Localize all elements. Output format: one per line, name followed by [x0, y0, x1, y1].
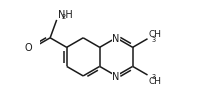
Text: 2: 2	[62, 14, 66, 20]
Text: CH: CH	[148, 30, 161, 39]
Text: 3: 3	[152, 36, 156, 42]
Text: 3: 3	[152, 73, 156, 79]
Text: O: O	[24, 43, 32, 53]
Text: N: N	[112, 72, 120, 81]
Text: CH: CH	[148, 76, 161, 85]
Text: NH: NH	[58, 10, 72, 20]
Text: N: N	[112, 33, 120, 43]
